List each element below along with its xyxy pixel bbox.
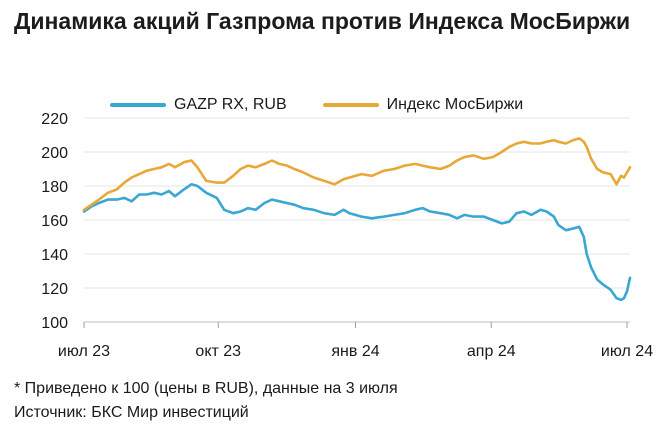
chart-footnote-block: * Приведено к 100 (цены в RUB), данные н… (14, 377, 654, 425)
footnote-text: * Приведено к 100 (цены в RUB), данные н… (14, 380, 398, 397)
y-tick-label: 140 (41, 247, 68, 264)
y-tick-label: 180 (41, 179, 68, 196)
series-line-gazp (82, 183, 632, 302)
grid-lines (84, 117, 630, 323)
y-tick-label: 100 (41, 315, 68, 332)
series-lines (82, 137, 632, 302)
legend-swatch-imoex (322, 103, 379, 107)
axes: 100 120 140 160 180 200 220 июл 23 окт 23 янв 24 а… (41, 111, 653, 360)
x-tick-label: июл 23 (58, 343, 110, 360)
x-tick-label: окт 23 (195, 343, 241, 360)
legend-label-imoex: Индекс МосБиржи (386, 96, 524, 113)
y-tick-label: 120 (41, 281, 68, 298)
chart-legend: GAZP RX, RUB Индекс МосБиржи (110, 93, 559, 117)
legend-item-imoex: Индекс МосБиржи (322, 96, 524, 114)
y-tick-label: 160 (41, 213, 68, 230)
series-line-imoex (82, 137, 632, 212)
x-tick-label: июл 24 (601, 343, 653, 360)
legend-label-gazp: GAZP RX, RUB (174, 96, 287, 113)
y-tick-label: 200 (41, 145, 68, 162)
x-tick-label: янв 24 (331, 343, 379, 360)
source-text: Источник: БКС Мир инвестиций (14, 404, 249, 421)
y-tick-label: 220 (41, 111, 68, 128)
legend-swatch-gazp (110, 103, 166, 107)
chart-title: Динамика акций Газпрома против Индекса М… (14, 8, 631, 34)
legend-item-gazp: GAZP RX, RUB (110, 96, 287, 114)
x-tick-label: апр 24 (467, 343, 516, 360)
